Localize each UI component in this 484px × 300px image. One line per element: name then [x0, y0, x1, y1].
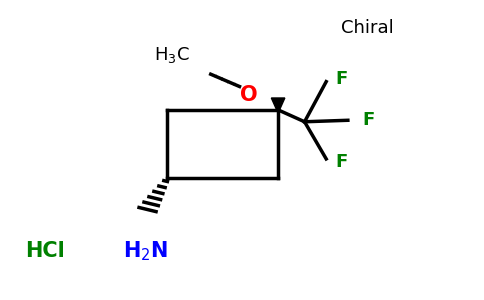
Text: H$_2$N: H$_2$N — [123, 239, 168, 263]
Text: Chiral: Chiral — [341, 19, 393, 37]
Text: F: F — [336, 70, 348, 88]
Text: H$_3$C: H$_3$C — [154, 45, 190, 65]
Text: O: O — [241, 85, 258, 105]
Text: F: F — [363, 111, 375, 129]
Text: F: F — [336, 153, 348, 171]
Polygon shape — [272, 98, 285, 110]
Text: HCl: HCl — [25, 241, 64, 261]
